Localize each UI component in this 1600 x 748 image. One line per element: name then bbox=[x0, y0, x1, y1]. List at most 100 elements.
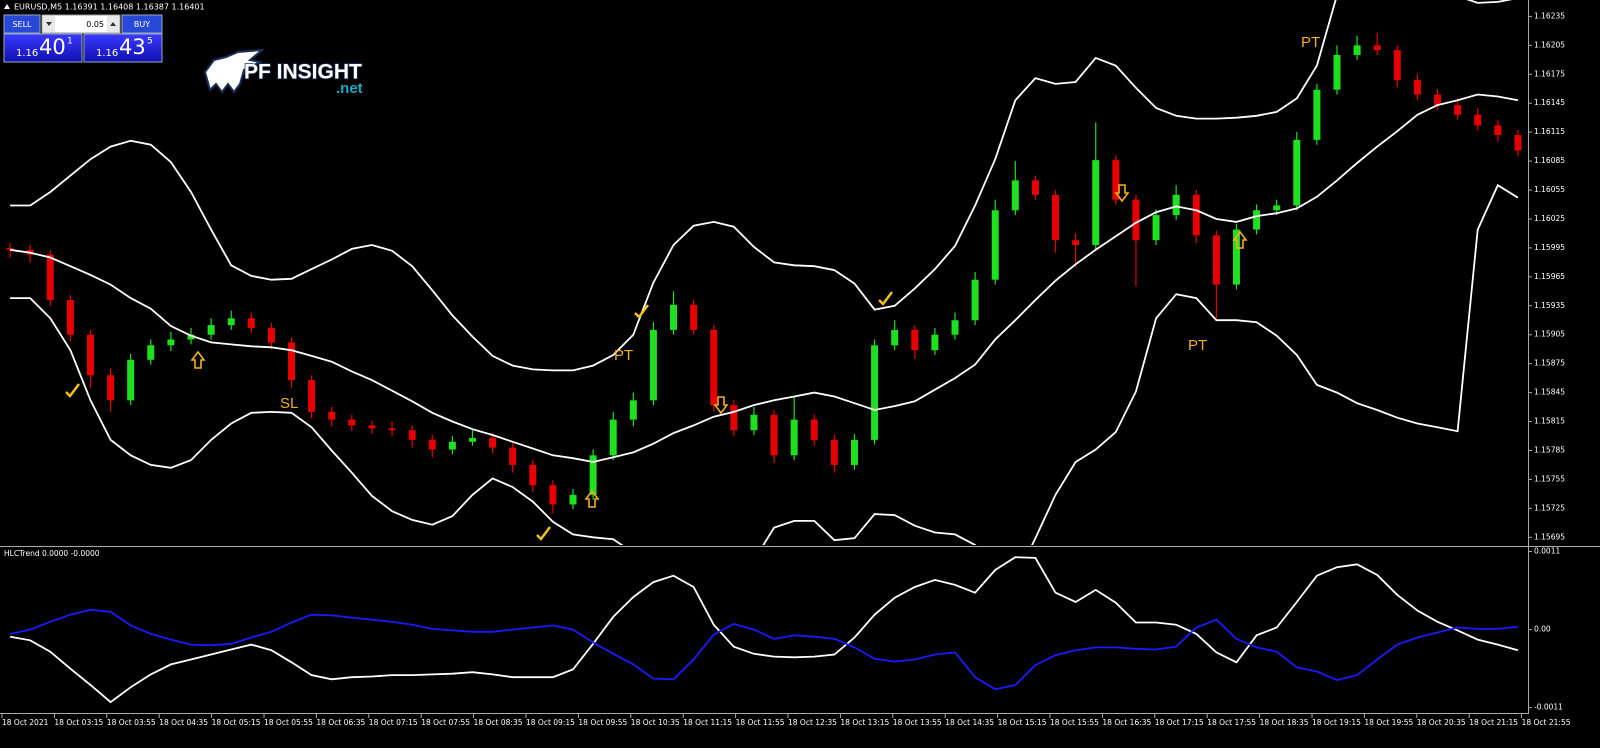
down-arrow bbox=[713, 396, 729, 415]
candle-body bbox=[830, 439, 838, 465]
x-tick-label: 18 Oct 15:55 bbox=[1050, 718, 1099, 727]
candle-body bbox=[609, 419, 617, 456]
y-tick-label: 1.15785 bbox=[1534, 445, 1565, 454]
x-tick-label: 18 Oct 11:15 bbox=[683, 718, 732, 727]
candle-body bbox=[810, 419, 818, 440]
candle-body bbox=[509, 447, 517, 465]
candle-body bbox=[1253, 210, 1261, 230]
x-tick-label: 18 Oct 19:15 bbox=[1312, 718, 1361, 727]
x-tick-label: 18 Oct 11:55 bbox=[736, 718, 785, 727]
check-mark bbox=[65, 383, 80, 398]
down-arrow bbox=[1114, 184, 1130, 203]
x-tick-label: 18 Oct 07:55 bbox=[421, 718, 470, 727]
candle-body bbox=[1011, 180, 1019, 211]
x-tick-label: 18 Oct 09:55 bbox=[578, 718, 627, 727]
indicator-title: HLCTrend 0.0000 -0.0000 bbox=[4, 549, 100, 558]
candle-body bbox=[1132, 199, 1140, 241]
sell-price-main: 40 bbox=[39, 35, 66, 59]
logo: PF INSIGHT .net bbox=[203, 48, 363, 97]
sell-price-sup: 1 bbox=[67, 37, 73, 47]
candle-body bbox=[127, 359, 135, 401]
candle-body bbox=[649, 329, 657, 401]
x-tick-label: 18 Oct 03:55 bbox=[107, 718, 156, 727]
candle-body bbox=[448, 441, 456, 450]
y-tick-label: 1.15935 bbox=[1534, 301, 1565, 310]
x-tick-label: 18 Oct 17:55 bbox=[1207, 718, 1256, 727]
candle-body bbox=[167, 339, 175, 346]
up-arrow bbox=[190, 350, 206, 369]
y-tick-label: 1.16205 bbox=[1534, 40, 1565, 49]
candle-body bbox=[1333, 54, 1341, 90]
lot-up-icon bbox=[110, 22, 116, 26]
candle-body bbox=[247, 318, 255, 328]
buy-price-box[interactable] bbox=[83, 33, 163, 63]
up-arrow bbox=[584, 489, 600, 508]
candle-body bbox=[750, 414, 758, 431]
check-mark bbox=[536, 526, 551, 541]
x-tick-label: 18 Oct 03:15 bbox=[54, 718, 103, 727]
logo-domain: .net bbox=[336, 80, 363, 97]
x-tick-label: 18 Oct 2021 bbox=[2, 718, 49, 727]
candle-body bbox=[1293, 139, 1301, 206]
x-tick-label: 18 Oct 15:15 bbox=[998, 718, 1047, 727]
candle-body bbox=[86, 334, 94, 376]
x-tick-label: 18 Oct 17:15 bbox=[1155, 718, 1204, 727]
sell-price-box[interactable] bbox=[3, 33, 83, 63]
candle-body bbox=[871, 345, 879, 440]
y-tick-label: 1.15845 bbox=[1534, 388, 1565, 397]
x-tick-label: 18 Oct 05:55 bbox=[264, 718, 313, 727]
candle-body bbox=[428, 439, 436, 450]
x-tick-label: 18 Oct 13:55 bbox=[893, 718, 942, 727]
y-tick-label: 1.16235 bbox=[1534, 11, 1565, 20]
candle-body bbox=[589, 455, 597, 495]
candle-body bbox=[1454, 105, 1462, 115]
indicator-line bbox=[9, 608, 1518, 691]
annotation-text: PT bbox=[1301, 34, 1320, 51]
y-tick-label: 1.16025 bbox=[1534, 214, 1565, 223]
candle-body bbox=[1072, 240, 1080, 246]
candle-body bbox=[1434, 94, 1442, 106]
buy-button[interactable] bbox=[121, 14, 163, 34]
x-tick-label: 18 Oct 21:15 bbox=[1469, 718, 1518, 727]
candle-body bbox=[1152, 215, 1160, 241]
x-tick-label: 18 Oct 09:15 bbox=[526, 718, 575, 727]
candle-body bbox=[1092, 160, 1100, 246]
candle-body bbox=[408, 430, 416, 440]
y-tick-label: 1.15905 bbox=[1534, 330, 1565, 339]
candle-body bbox=[66, 299, 74, 335]
indicator-line bbox=[9, 556, 1519, 704]
y-tick-label: 0.0011 bbox=[1534, 547, 1560, 556]
symbol-line: EURUSD,M5 1.16391 1.16408 1.16387 1.1640… bbox=[14, 3, 205, 12]
candle-body bbox=[227, 318, 235, 326]
axes: 1.162351.162051.161751.161451.161151.160… bbox=[0, 0, 1600, 727]
buy-price-big: 1.16 bbox=[96, 48, 118, 59]
x-tick-label: 18 Oct 14:35 bbox=[945, 718, 994, 727]
candle-body bbox=[489, 437, 497, 448]
candle-body bbox=[107, 375, 115, 401]
y-tick-label: 1.16085 bbox=[1534, 156, 1565, 165]
lot-down-icon bbox=[46, 22, 52, 26]
candle-body bbox=[1052, 194, 1060, 241]
annotation-text: SL bbox=[280, 395, 298, 412]
y-tick-label: 1.15995 bbox=[1534, 243, 1565, 252]
x-tick-label: 18 Oct 18:35 bbox=[1260, 718, 1309, 727]
sell-button[interactable] bbox=[3, 14, 41, 34]
check-mark bbox=[878, 291, 893, 306]
candle-body bbox=[308, 380, 316, 412]
candle-body bbox=[46, 254, 54, 300]
candle-body bbox=[468, 437, 476, 442]
candle-body bbox=[187, 334, 195, 340]
lot-value: 0.05 bbox=[86, 20, 104, 29]
x-tick-label: 18 Oct 10:35 bbox=[631, 718, 680, 727]
collapse-icon[interactable] bbox=[4, 4, 10, 9]
candle-body bbox=[951, 320, 959, 335]
y-tick-label: -0.0011 bbox=[1534, 703, 1563, 712]
x-tick-label: 18 Oct 19:55 bbox=[1364, 718, 1413, 727]
candle-body bbox=[1313, 89, 1321, 140]
lot-input[interactable] bbox=[41, 14, 121, 34]
candle-body bbox=[1232, 229, 1240, 285]
candle-body bbox=[1393, 50, 1401, 81]
candle-body bbox=[1474, 114, 1482, 126]
y-tick-label: 1.15875 bbox=[1534, 359, 1565, 368]
